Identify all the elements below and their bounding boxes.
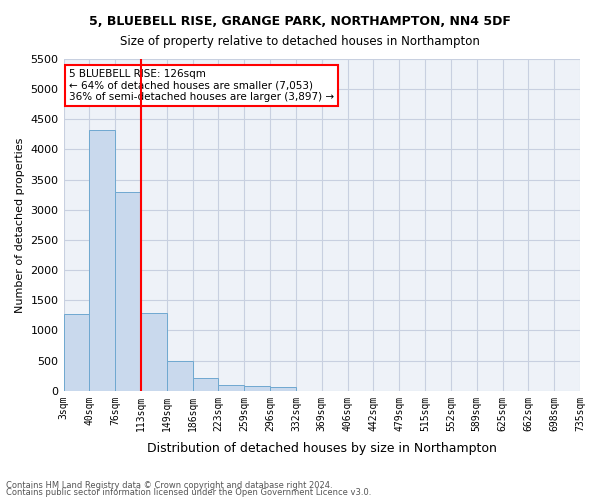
Bar (193, 378, 218, 391)
Text: 5, BLUEBELL RISE, GRANGE PARK, NORTHAMPTON, NN4 5DF: 5, BLUEBELL RISE, GRANGE PARK, NORTHAMPT… (89, 15, 511, 28)
Bar (115, 192, 141, 391)
Y-axis label: Number of detached properties: Number of detached properties (15, 137, 25, 312)
Text: Contains HM Land Registry data © Crown copyright and database right 2024.: Contains HM Land Registry data © Crown c… (6, 480, 332, 490)
Text: Size of property relative to detached houses in Northampton: Size of property relative to detached ho… (120, 35, 480, 48)
Bar (141, 313, 167, 391)
Bar (167, 361, 193, 391)
Text: 5 BLUEBELL RISE: 126sqm
← 64% of detached houses are smaller (7,053)
36% of semi: 5 BLUEBELL RISE: 126sqm ← 64% of detache… (69, 69, 334, 102)
Bar (244, 386, 270, 391)
X-axis label: Distribution of detached houses by size in Northampton: Distribution of detached houses by size … (147, 442, 497, 455)
Text: Contains public sector information licensed under the Open Government Licence v3: Contains public sector information licen… (6, 488, 371, 497)
Bar (270, 388, 296, 391)
Bar (64, 314, 89, 391)
Bar (89, 130, 115, 391)
Bar (218, 384, 244, 391)
